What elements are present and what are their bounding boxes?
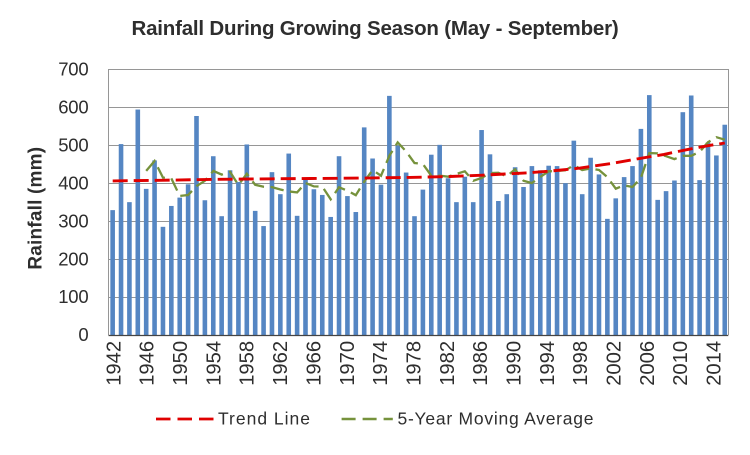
svg-text:Rainfall (mm): Rainfall (mm) — [26, 147, 47, 270]
svg-text:1946: 1946 — [137, 341, 159, 386]
svg-text:1962: 1962 — [270, 341, 292, 386]
svg-text:1974: 1974 — [370, 341, 392, 386]
svg-text:1970: 1970 — [337, 341, 359, 386]
svg-text:1942: 1942 — [103, 341, 125, 386]
svg-text:2014: 2014 — [704, 341, 726, 386]
svg-text:5-Year Moving Average: 5-Year Moving Average — [398, 409, 595, 429]
svg-text:600: 600 — [58, 97, 88, 118]
svg-text:Rainfall During Growing Season: Rainfall During Growing Season (May - Se… — [131, 17, 618, 40]
svg-text:0: 0 — [78, 324, 88, 345]
svg-text:100: 100 — [58, 286, 88, 307]
svg-text:1994: 1994 — [537, 341, 559, 386]
svg-text:300: 300 — [58, 210, 88, 231]
svg-text:1998: 1998 — [570, 341, 592, 386]
svg-text:2002: 2002 — [604, 341, 626, 386]
svg-text:700: 700 — [58, 59, 88, 80]
svg-text:Trend Line: Trend Line — [218, 409, 311, 429]
svg-text:500: 500 — [58, 134, 88, 155]
svg-text:200: 200 — [58, 248, 88, 269]
svg-text:1950: 1950 — [170, 341, 192, 386]
svg-text:1986: 1986 — [470, 341, 492, 386]
svg-text:2006: 2006 — [637, 341, 659, 386]
svg-text:1990: 1990 — [504, 341, 526, 386]
svg-text:1966: 1966 — [303, 341, 325, 386]
svg-text:1954: 1954 — [203, 341, 225, 386]
svg-text:400: 400 — [58, 172, 88, 193]
svg-text:1958: 1958 — [237, 341, 259, 386]
svg-text:2010: 2010 — [670, 341, 692, 386]
svg-text:1978: 1978 — [404, 341, 426, 386]
svg-text:1982: 1982 — [437, 341, 459, 386]
